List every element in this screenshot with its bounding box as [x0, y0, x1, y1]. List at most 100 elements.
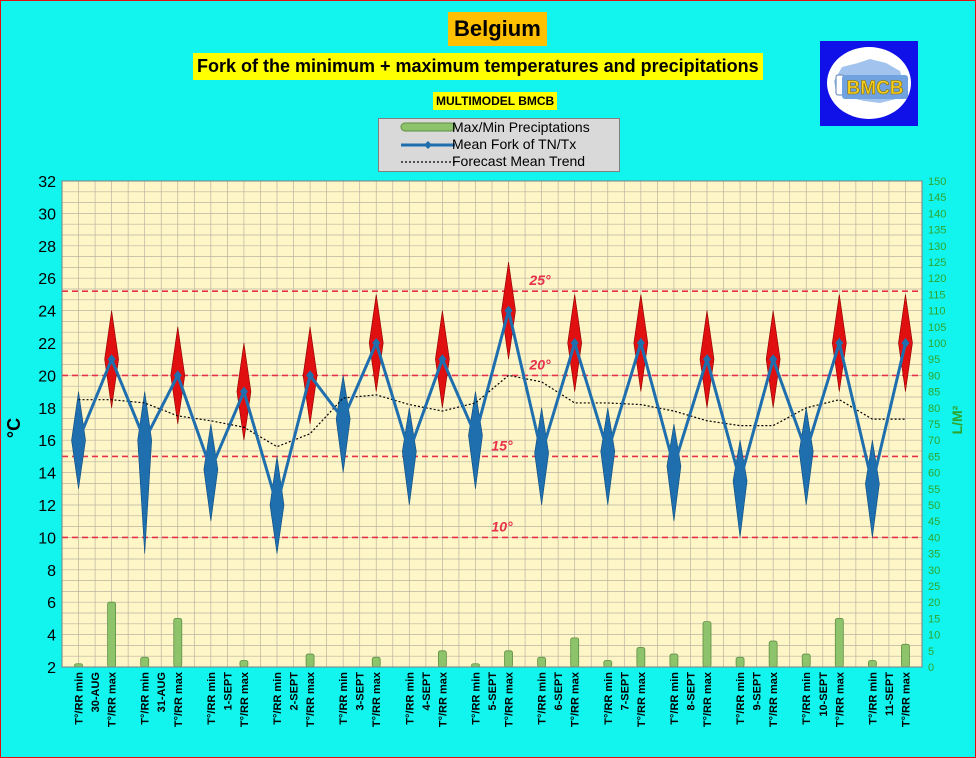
- mean-point: [239, 386, 248, 397]
- x-tick-label: T°/RR min: [537, 672, 549, 725]
- y-tick-label: 30: [38, 206, 56, 223]
- mean-point: [802, 446, 811, 457]
- y2-tick-label: 30: [928, 565, 940, 577]
- precip-bar: [901, 643, 910, 668]
- precip-bar: [603, 660, 613, 668]
- x-date-label: 2-SEPT: [289, 672, 301, 711]
- mean-point: [173, 370, 182, 381]
- x-tick-label: T°/RR min: [669, 672, 681, 725]
- precip-bar: [834, 618, 844, 668]
- y2-tick-label: 100: [928, 338, 946, 350]
- y2-tick-label: 35: [928, 549, 940, 561]
- reference-line-label: 25°: [528, 272, 551, 288]
- mean-point: [669, 461, 678, 472]
- chart-legend: Max/Min Preciptations Mean Fork of TN/Tx…: [378, 118, 620, 172]
- x-tick-label: T°/RR max: [900, 671, 912, 727]
- x-tick-label: T°/RR min: [206, 672, 218, 725]
- mean-point: [603, 446, 612, 457]
- x-tick-label: T°/RR max: [107, 671, 119, 727]
- mean-point: [74, 435, 83, 446]
- y2-tick-label: 105: [928, 322, 946, 334]
- x-tick-label: T°/RR max: [834, 671, 846, 727]
- y2-tick-label: 45: [928, 516, 940, 528]
- y-axis-label: °C: [4, 418, 24, 438]
- y2-axis-label: L/M²: [949, 405, 965, 434]
- y-tick-label: 32: [38, 174, 56, 191]
- mean-point: [504, 305, 513, 316]
- x-tick-label: T°/RR max: [702, 671, 714, 727]
- precip-bar: [669, 653, 679, 668]
- precip-bar: [437, 650, 447, 668]
- y2-tick-label: 5: [928, 646, 934, 658]
- y2-tick-label: 20: [928, 597, 940, 609]
- y2-tick-label: 25: [928, 581, 940, 593]
- mean-point: [206, 464, 215, 475]
- chart-subtitle: Fork of the minimum + maximum temperatur…: [193, 53, 763, 80]
- precip-bar: [173, 618, 183, 668]
- y2-tick-label: 60: [928, 468, 940, 480]
- plot-border: [61, 180, 923, 668]
- x-tick-label: T°/RR min: [272, 672, 284, 725]
- y-tick-label: 10: [38, 530, 56, 547]
- x-tick-label: T°/RR max: [504, 671, 516, 727]
- y2-tick-label: 130: [928, 241, 946, 253]
- precip-bar: [636, 647, 646, 668]
- y2-tick-label: 90: [928, 370, 940, 382]
- mean-point: [901, 338, 910, 348]
- model-label: MULTIMODEL BMCB: [433, 92, 558, 110]
- x-date-label: 1-SEPT: [222, 672, 234, 711]
- x-tick-label: T°/RR max: [305, 671, 317, 727]
- mean-point: [438, 354, 447, 365]
- x-tick-label: T°/RR min: [801, 672, 813, 725]
- y2-tick-label: 0: [928, 662, 934, 674]
- x-date-label: 30-AUG: [90, 672, 102, 712]
- precip-bar: [239, 660, 249, 668]
- x-tick-label: T°/RR min: [470, 672, 482, 725]
- legend-precip: Max/Min Preciptations: [379, 119, 619, 136]
- y2-tick-label: 40: [928, 532, 940, 544]
- y2-tick-label: 120: [928, 273, 946, 285]
- legend-mean: Mean Fork of TN/Tx: [379, 136, 619, 153]
- precip-bar: [768, 640, 778, 668]
- x-date-label: 11-SEPT: [884, 672, 896, 716]
- mean-point: [736, 475, 745, 486]
- y2-tick-label: 15: [928, 613, 940, 625]
- trend-line-swatch-icon: [401, 161, 455, 163]
- x-date-label: 4-SEPT: [421, 672, 433, 711]
- reference-line-label: 10°: [491, 518, 513, 534]
- bmcb-logo: BMCB: [820, 41, 918, 126]
- y-tick-label: 12: [38, 498, 56, 515]
- chart-title: Belgium: [448, 12, 547, 46]
- y2-tick-label: 150: [928, 176, 946, 188]
- y-tick-label: 26: [38, 271, 56, 288]
- logo-emblem-icon: BMCB: [827, 47, 911, 119]
- y2-tick-label: 95: [928, 354, 940, 366]
- legend-precip-label: Max/Min Preciptations: [452, 119, 590, 135]
- y-tick-label: 18: [38, 401, 56, 418]
- y-tick-label: 28: [38, 239, 56, 256]
- precip-bar: [504, 650, 513, 668]
- mean-point: [636, 338, 645, 348]
- x-tick-label: T°/RR max: [371, 671, 383, 727]
- mean-point: [140, 435, 149, 446]
- precip-bar: [305, 653, 315, 668]
- precip-bar: [570, 637, 580, 668]
- mean-point: [107, 354, 116, 365]
- x-date-label: 6-SEPT: [553, 672, 565, 711]
- x-date-label: 7-SEPT: [619, 672, 631, 711]
- logo-text: BMCB: [847, 78, 904, 99]
- x-tick-label: T°/RR max: [768, 671, 780, 727]
- precip-bar: [107, 601, 117, 668]
- y-tick-label: 4: [47, 628, 56, 645]
- x-date-label: 31-AUG: [156, 672, 168, 712]
- precip-bar: [140, 656, 150, 668]
- y2-tick-label: 65: [928, 451, 940, 463]
- reference-line-label: 15°: [491, 437, 513, 453]
- precip-bar: [371, 656, 381, 668]
- y-tick-label: 22: [38, 336, 56, 353]
- x-date-label: 9-SEPT: [752, 672, 764, 711]
- y2-tick-label: 75: [928, 419, 940, 431]
- mean-point: [835, 338, 844, 348]
- y2-tick-label: 85: [928, 387, 940, 399]
